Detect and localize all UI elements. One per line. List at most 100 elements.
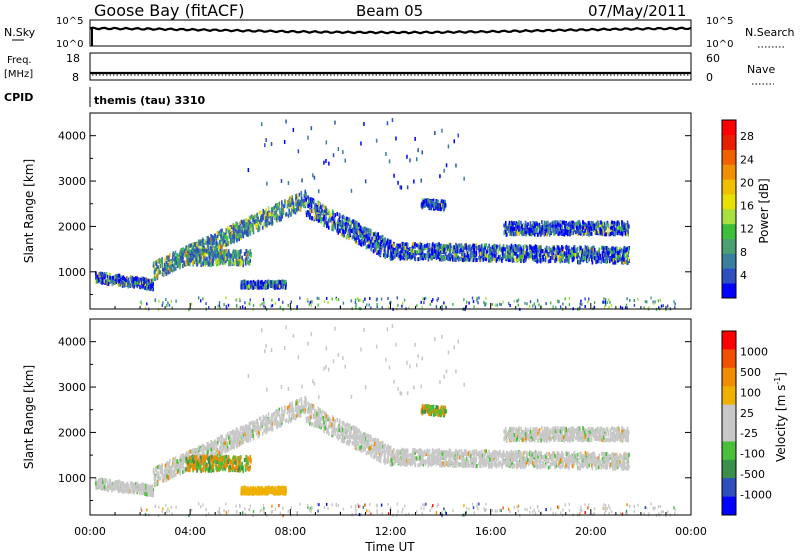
power-cell (609, 247, 611, 252)
power-cell (387, 306, 390, 310)
nave-label: Nave (747, 63, 775, 76)
power-cell (421, 251, 424, 255)
power-cell (572, 231, 575, 235)
power-cell (372, 242, 374, 247)
power-cell (183, 260, 185, 265)
power-cell (265, 208, 267, 213)
power-cell (500, 247, 502, 252)
power-cell (467, 254, 470, 259)
power-cell (276, 203, 278, 207)
power-cell (536, 299, 539, 303)
power-cell (513, 221, 515, 226)
power-cell (431, 202, 433, 207)
power-cell (607, 253, 610, 258)
power-cell (557, 222, 559, 227)
power-cell (272, 284, 274, 289)
power-cell (519, 248, 521, 253)
power-cell (267, 206, 270, 211)
power-cell (258, 210, 261, 215)
power-cell (383, 248, 386, 253)
power-cell (225, 304, 227, 308)
power-cell (149, 278, 152, 283)
power-colorbar-swatch (722, 283, 736, 299)
power-cell (484, 252, 487, 257)
power-cell (463, 298, 465, 302)
power-cell (611, 257, 613, 262)
power-cell (485, 302, 487, 306)
power-cell (277, 206, 279, 210)
power-cell (445, 203, 448, 208)
power-cell (159, 264, 162, 269)
power-cell (380, 235, 383, 240)
power-cell (601, 221, 603, 226)
power-cell (611, 228, 614, 232)
power-cell (318, 206, 320, 211)
power-cell (529, 300, 532, 304)
power-cell (433, 248, 436, 253)
power-cell (321, 203, 324, 208)
power-cell (377, 232, 379, 237)
power-cell (465, 245, 468, 250)
power-cell (551, 223, 554, 228)
power-cell (191, 245, 193, 250)
power-cell (153, 261, 155, 266)
power-cell (215, 256, 217, 261)
power-cell (505, 250, 507, 255)
power-cell (250, 282, 252, 287)
power-cell (309, 203, 311, 207)
power-cell (338, 217, 340, 222)
power-cell (580, 229, 582, 234)
power-cell (205, 302, 207, 306)
power-cell (244, 258, 247, 263)
power-cell (301, 178, 303, 183)
power-cell (219, 251, 222, 256)
power-cell (225, 248, 228, 253)
power-cell (241, 260, 244, 265)
power-cell (419, 257, 421, 261)
power-cell (114, 278, 117, 283)
power-cell (518, 221, 520, 226)
power-cell (317, 200, 320, 205)
power-cell (323, 160, 325, 165)
power-cell (238, 260, 241, 265)
power-cell (188, 244, 190, 249)
power-cell (292, 210, 294, 215)
power-cell (127, 277, 130, 282)
power-cell (377, 238, 379, 243)
power-cell (295, 198, 297, 203)
power-cell (537, 248, 540, 253)
power-cell (593, 256, 596, 260)
power-cell (181, 253, 183, 258)
power-cell (504, 255, 507, 259)
power-cell (180, 252, 182, 257)
power-cell (350, 229, 353, 233)
power-cell (571, 220, 574, 225)
power-cell (397, 303, 399, 307)
power-cell (561, 220, 563, 225)
power-cell (263, 216, 266, 220)
power-cell (646, 300, 648, 304)
power-cell (520, 247, 522, 252)
power-cell (560, 249, 562, 253)
power-cell (562, 248, 564, 253)
power-cell (187, 254, 189, 259)
power-cell (429, 199, 431, 204)
power-cell (597, 224, 599, 229)
power-cell (287, 303, 289, 307)
power-cell (581, 302, 583, 306)
power-cell (476, 298, 478, 302)
power-cell (348, 217, 350, 222)
power-cell (326, 224, 328, 229)
power-cell (489, 246, 491, 251)
power-cell (414, 249, 416, 254)
power-cell (216, 234, 219, 238)
power-cell (305, 197, 307, 202)
power-cell (583, 250, 586, 255)
power-cell (323, 214, 325, 219)
power-cell (495, 258, 498, 263)
power-cell (511, 221, 514, 226)
power-cell (521, 254, 523, 259)
power-cell (513, 299, 515, 303)
power-cell (581, 254, 583, 258)
power-cell (338, 212, 341, 217)
